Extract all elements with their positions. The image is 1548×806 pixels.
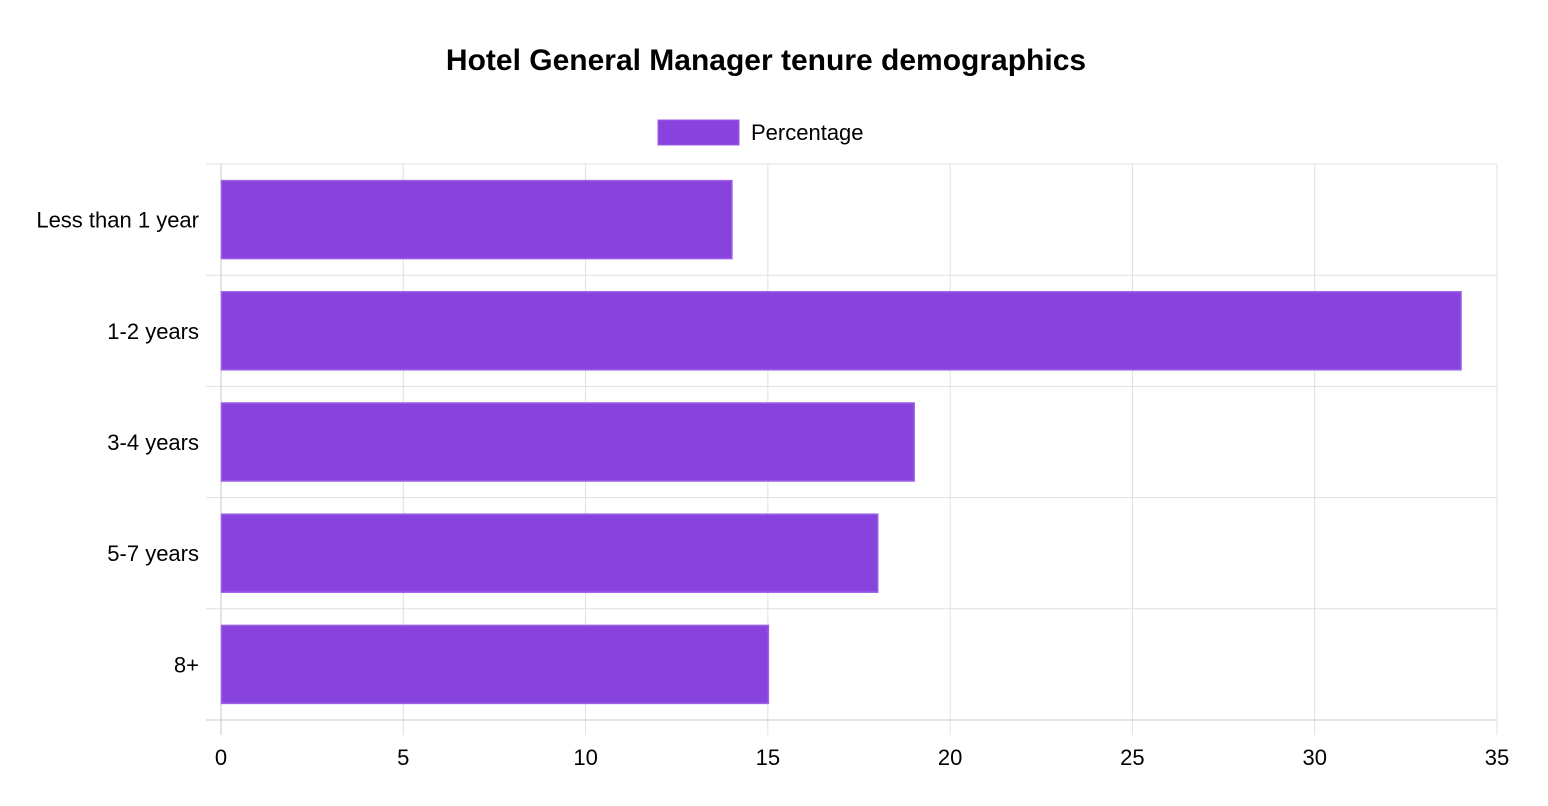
legend[interactable]: Percentage	[657, 119, 864, 146]
x-tick-label: 5	[397, 745, 409, 770]
bar	[220, 402, 915, 482]
category-labels: Less than 1 year 1-2 years 3-4 years 5-7 ye…	[36, 208, 199, 678]
category-label: 3-4 years	[107, 430, 199, 455]
x-tick-labels: 0 5 10 15 20 25 30 35	[215, 745, 1509, 770]
bar	[220, 291, 1462, 371]
x-tick-label: 25	[1120, 745, 1144, 770]
x-tick-label: 30	[1302, 745, 1326, 770]
category-label: 1-2 years	[107, 319, 199, 344]
grid-lines	[206, 163, 1498, 735]
category-label: 8+	[174, 652, 199, 677]
bar	[220, 513, 879, 593]
x-tick-label: 10	[573, 745, 597, 770]
bar	[220, 624, 770, 705]
legend-swatch	[657, 119, 740, 146]
bar	[220, 179, 733, 260]
x-tick-label: 0	[215, 745, 227, 770]
chart-title: Hotel General Manager tenure demographic…	[446, 44, 1086, 77]
x-tick-label: 15	[756, 745, 780, 770]
bars	[220, 179, 1462, 705]
x-tick-label: 35	[1485, 745, 1509, 770]
x-tick-label: 20	[938, 745, 962, 770]
category-label: Less than 1 year	[36, 208, 199, 233]
legend-label: Percentage	[751, 120, 864, 145]
category-label: 5-7 years	[107, 541, 199, 566]
